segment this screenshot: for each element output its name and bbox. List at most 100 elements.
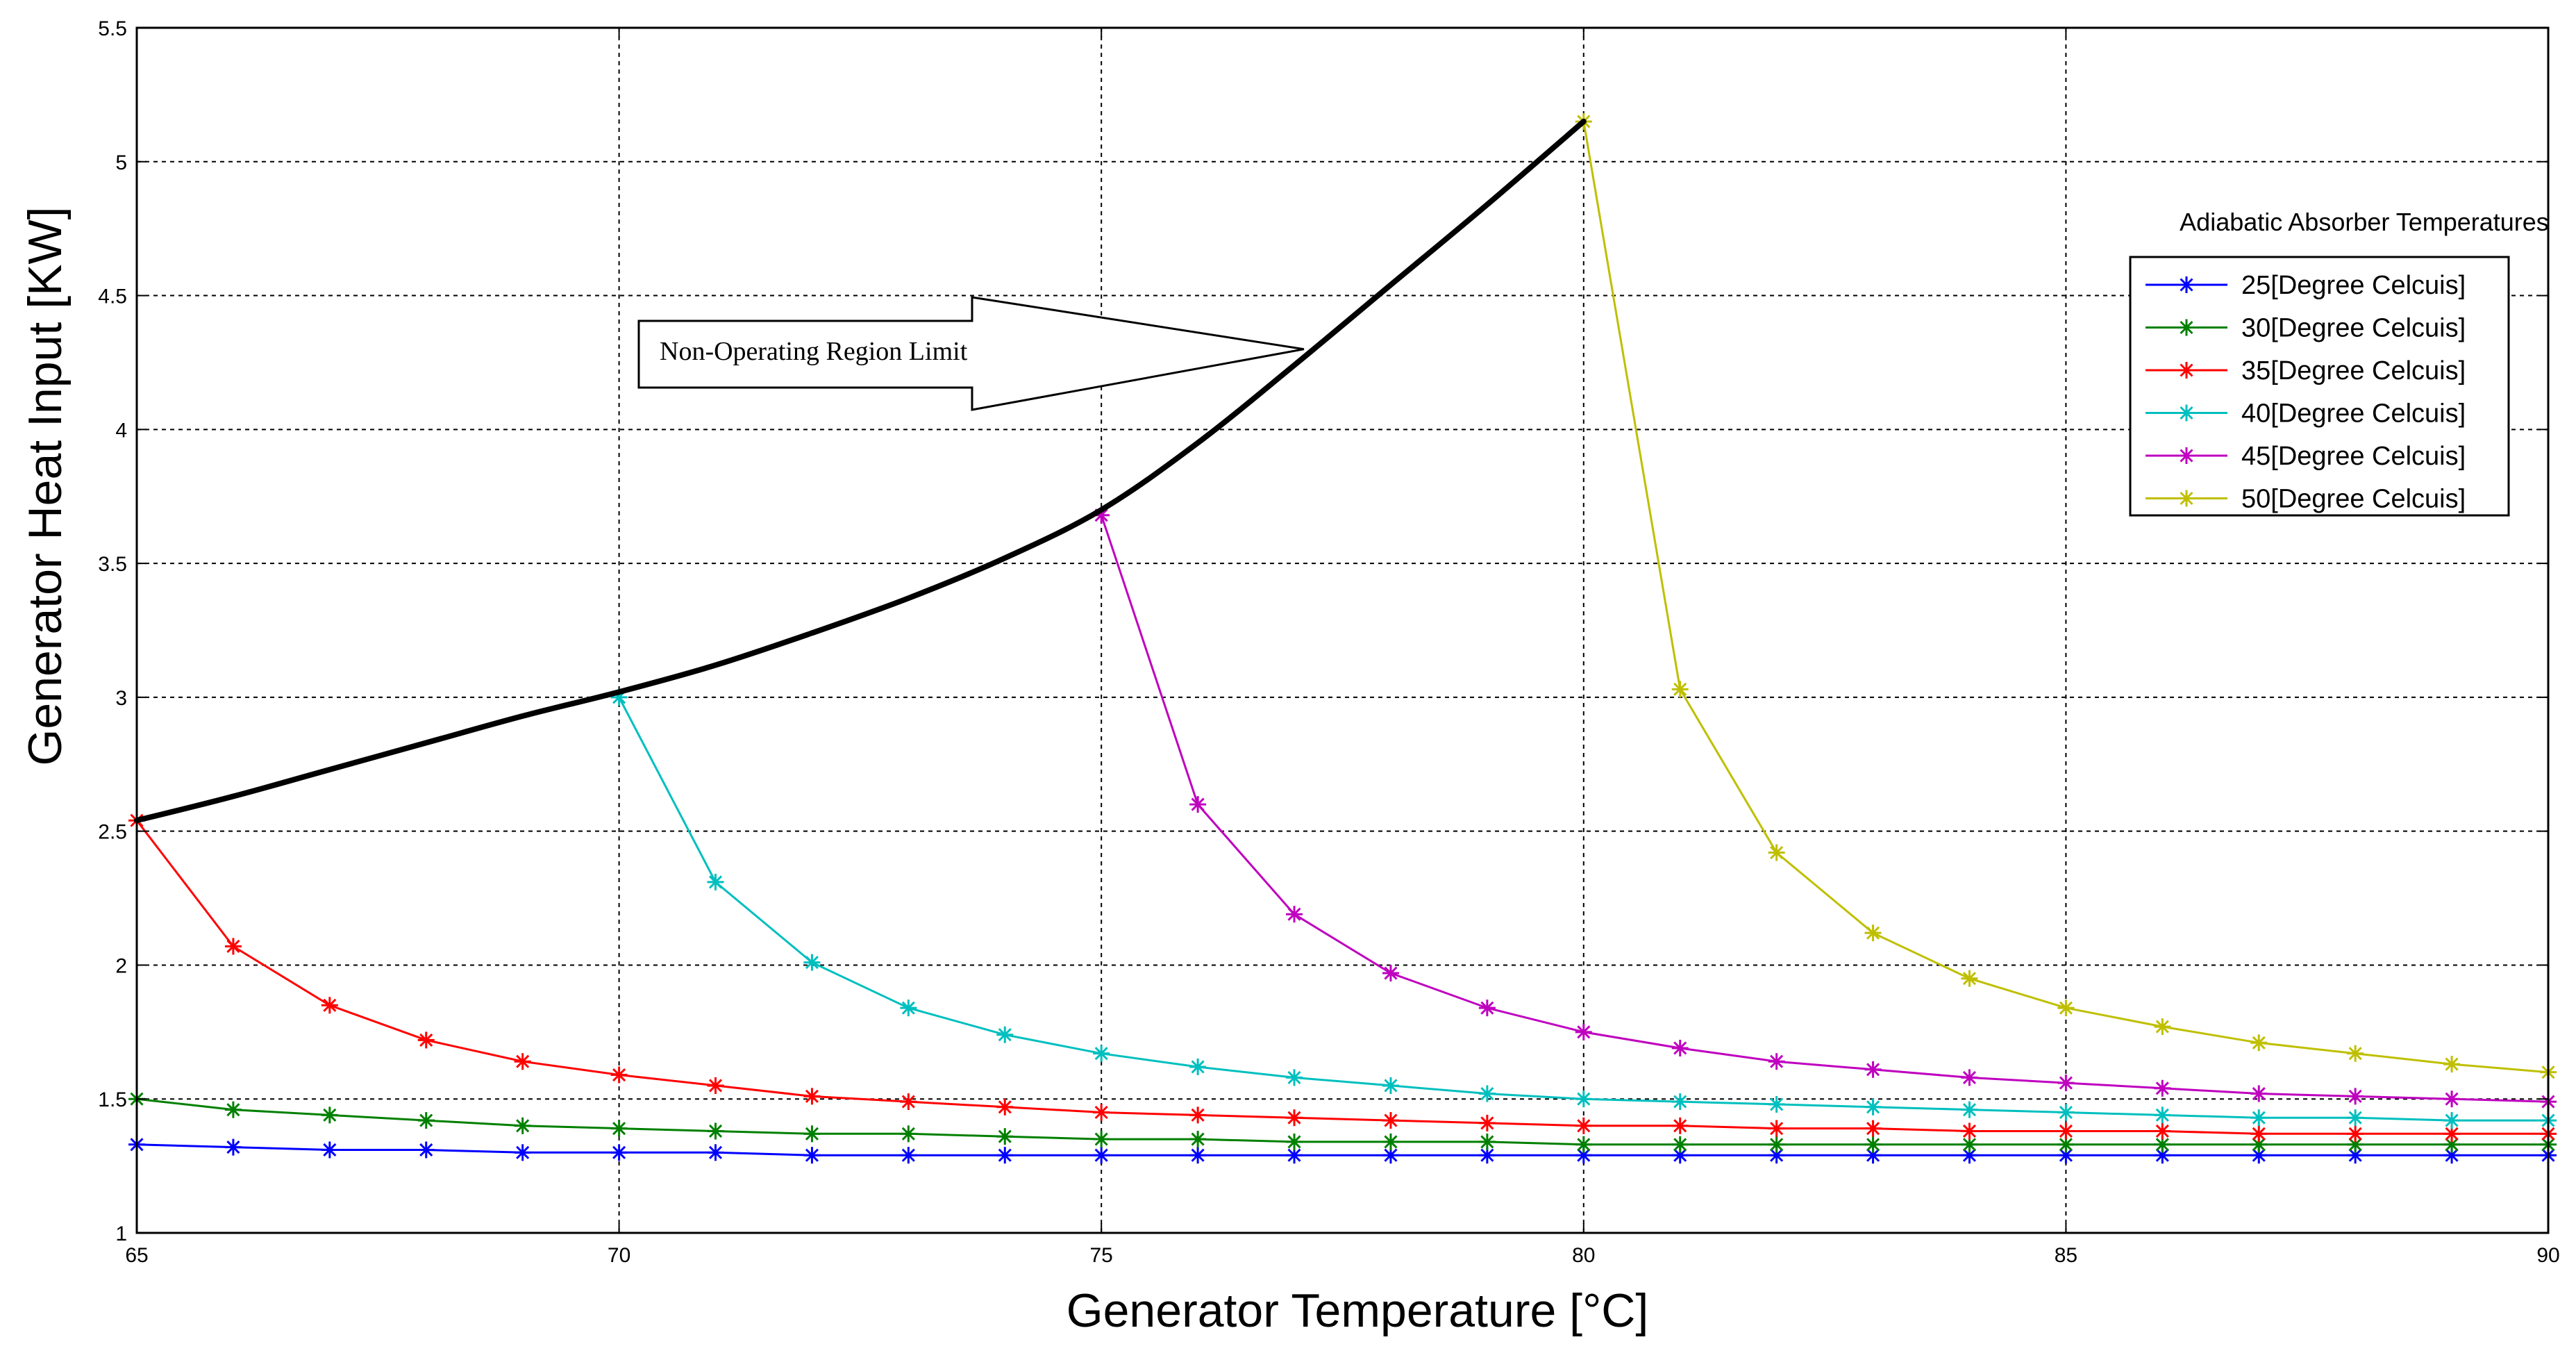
series-3-point-16 [2154, 1106, 2171, 1124]
x-tick-label-3: 80 [1572, 1244, 1595, 1267]
series-4 [1093, 506, 2557, 1111]
y-tick-label-8: 5 [115, 151, 127, 174]
series-0-point-8 [900, 1147, 917, 1164]
limit-curve-layer [134, 118, 1587, 824]
legend-title: Adiabatic Absorber Temperatures [2180, 208, 2549, 236]
x-tick-label-0: 65 [125, 1244, 148, 1267]
series-2-point-20 [2057, 1122, 2075, 1140]
legend-label-3: 40[Degree Celcuis] [2241, 399, 2466, 429]
series-4-point-3 [1382, 965, 1399, 982]
series-5-point-8 [2347, 1045, 2364, 1062]
legend-entry-2: 35[Degree Celcuis] [2146, 356, 2466, 385]
series-0-point-6 [707, 1144, 724, 1161]
series-4-point-12 [2250, 1085, 2268, 1102]
series-2-point-2 [321, 997, 338, 1014]
series-2-point-22 [2250, 1125, 2268, 1143]
series-2-point-5 [610, 1066, 628, 1084]
series-1-point-12 [1286, 1133, 1303, 1150]
series-4-point-7 [1768, 1053, 1785, 1070]
y-tick-label-2: 2 [115, 954, 127, 977]
legend-box [2129, 256, 2510, 517]
series-0-point-5 [610, 1144, 628, 1161]
series-0-point-11 [1189, 1147, 1207, 1164]
x-tick-label-4: 85 [2055, 1244, 2077, 1267]
series-5-point-2 [1768, 844, 1785, 861]
legend-entry-4: 45[Degree Celcuis] [2146, 442, 2466, 471]
y-tick-label-9: 5.5 [98, 17, 127, 40]
series-4-point-2 [1286, 906, 1303, 923]
legend-entry-1: 30[Degree Celcuis] [2146, 314, 2466, 343]
series-1-point-22 [2250, 1136, 2268, 1153]
series-1-point-6 [707, 1122, 724, 1140]
series-0-point-3 [417, 1141, 435, 1159]
series-0-point-7 [803, 1147, 821, 1164]
series-1-point-8 [900, 1125, 917, 1143]
annotation-arrow [637, 296, 1305, 411]
series-0 [128, 1136, 2557, 1164]
series-5-point-7 [2250, 1034, 2268, 1052]
series-3-point-5 [1093, 1045, 1110, 1062]
series-3-point-3 [900, 1000, 917, 1017]
series-2-line [135, 820, 2548, 1135]
series-4-point-6 [1671, 1039, 1689, 1056]
series-3-point-18 [2347, 1109, 2364, 1127]
series-3-point-19 [2443, 1112, 2461, 1129]
series-1-point-3 [417, 1112, 435, 1129]
series-3-point-8 [1382, 1077, 1399, 1094]
series-2-point-18 [1864, 1120, 1882, 1137]
series-3-point-4 [996, 1026, 1014, 1043]
series-5-point-6 [2154, 1018, 2171, 1036]
series-2-point-16 [1671, 1117, 1689, 1134]
series-0-point-9 [996, 1147, 1014, 1164]
series-1-point-13 [1382, 1133, 1399, 1150]
series-3-point-17 [2250, 1109, 2268, 1127]
series-4-point-5 [1575, 1023, 1592, 1040]
series-3-point-15 [2057, 1104, 2075, 1121]
series-3-point-6 [1189, 1058, 1207, 1075]
series-0-point-18 [1864, 1147, 1882, 1164]
y-tick-label-4: 3 [115, 687, 127, 710]
y-tick-label-7: 4.5 [98, 285, 127, 308]
legend-label-4: 45[Degree Celcuis] [2241, 442, 2466, 471]
series-5-point-5 [2057, 1000, 2075, 1017]
legend-label-2: 35[Degree Celcuis] [2241, 356, 2466, 385]
series-1-point-15 [1575, 1136, 1592, 1153]
legend-marker-0 [2178, 276, 2195, 293]
series-1-point-4 [514, 1117, 531, 1134]
legend-marker-4 [2178, 447, 2195, 464]
series-3-point-14 [1961, 1101, 1978, 1118]
y-tick-label-5: 3.5 [98, 553, 127, 576]
series-2-point-10 [1093, 1104, 1110, 1121]
series-1-point-7 [803, 1125, 821, 1143]
y-tick-label-0: 1 [115, 1222, 127, 1245]
series-0-point-1 [224, 1138, 242, 1156]
series-1-point-5 [610, 1120, 628, 1137]
series-3-point-11 [1671, 1093, 1689, 1111]
legend-label-0: 25[Degree Celcuis] [2241, 271, 2466, 300]
legend-marker-3 [2178, 404, 2195, 422]
y-tick-label-3: 2.5 [98, 821, 127, 844]
series-2-point-14 [1478, 1114, 1496, 1131]
series-2-point-3 [417, 1031, 435, 1049]
ticks: 65 70 75 80 85 90 1 1.5 2 2.5 3 3.5 4 4.5 5 5.5 [98, 17, 2559, 1267]
series-3-point-2 [803, 954, 821, 971]
x-tick-label-5: 90 [2536, 1244, 2559, 1267]
series-1-line [136, 1097, 2548, 1146]
series-0-point-10 [1093, 1147, 1110, 1164]
series-0-point-2 [321, 1141, 338, 1159]
series-2-point-12 [1286, 1109, 1303, 1127]
series-4-line [1100, 515, 2549, 1103]
series-2-point-9 [996, 1098, 1014, 1116]
series-0-point-17 [1768, 1147, 1785, 1164]
series-0-point-22 [2250, 1147, 2268, 1164]
series-2-point-7 [803, 1088, 821, 1105]
series-5-point-1 [1671, 681, 1689, 698]
series-2 [128, 812, 2557, 1143]
series-1-point-2 [321, 1106, 338, 1124]
non-operating-limit-curve [134, 118, 1587, 824]
series-3-point-7 [1286, 1069, 1303, 1086]
series-4-point-8 [1864, 1061, 1882, 1078]
legend-entry-3: 40[Degree Celcuis] [2146, 399, 2466, 429]
